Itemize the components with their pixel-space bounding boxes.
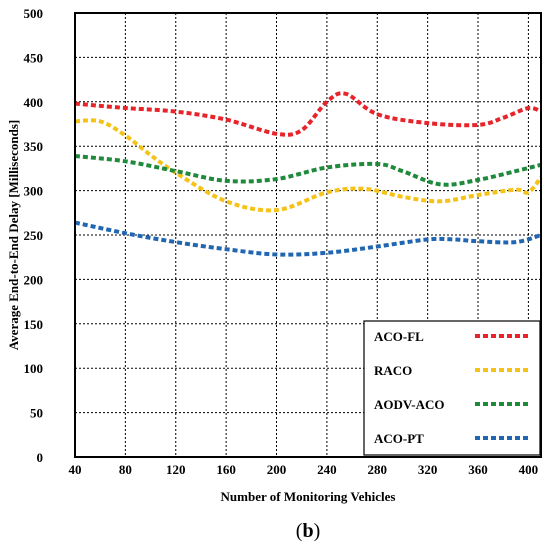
series-line-aco-pt	[74, 220, 542, 257]
x-tick-label: 400	[519, 462, 539, 477]
y-tick-label: 300	[24, 184, 44, 199]
y-tick-label: 400	[24, 95, 44, 110]
y-tick-label: 200	[24, 272, 44, 287]
series-line-raco	[74, 118, 543, 213]
series-line-aodv-aco	[74, 154, 542, 187]
y-axis-title: Average End-to-End Delay [Milliseconds]	[6, 120, 21, 351]
x-tick-label: 200	[267, 462, 287, 477]
x-tick-label: 120	[166, 462, 186, 477]
x-tick-label: 320	[418, 462, 438, 477]
series-lines	[74, 91, 543, 257]
x-tick-label: 40	[69, 462, 82, 477]
legend-label-aco-fl: ACO-FL	[374, 329, 424, 344]
legend-box	[363, 320, 541, 456]
y-tick-label: 100	[24, 361, 44, 376]
y-tick-label: 350	[24, 139, 44, 154]
series-line-aco-fl	[74, 91, 542, 137]
legend-label-raco: RACO	[374, 363, 412, 378]
y-tick-label: 500	[24, 6, 44, 21]
x-tick-label: 160	[216, 462, 236, 477]
legend-label-aco-pt: ACO-PT	[374, 431, 424, 446]
x-tick-label: 240	[317, 462, 337, 477]
y-tick-label: 250	[24, 228, 44, 243]
x-tick-label: 80	[119, 462, 132, 477]
x-tick-labels: 40 80 120 160 200 240 280 320 360 400	[69, 462, 539, 477]
x-tick-label: 360	[468, 462, 488, 477]
legend-label-aodv-aco: AODV-ACO	[374, 397, 445, 412]
x-tick-label: 280	[368, 462, 388, 477]
plot-frame	[74, 12, 542, 458]
grid	[75, 13, 541, 457]
y-tick-labels: 0 50 100 150 200 250 300 350 400 450 500	[24, 6, 44, 465]
y-tick-label: 150	[24, 317, 44, 332]
y-tick-label: 450	[24, 50, 44, 65]
panel-label: (b)	[296, 520, 320, 542]
y-tick-label: 0	[37, 450, 44, 465]
y-tick-label: 50	[30, 406, 43, 421]
x-axis-title: Number of Monitoring Vehicles	[221, 489, 396, 504]
legend: ACO-FL RACO AODV-ACO ACO-PT	[363, 320, 541, 456]
